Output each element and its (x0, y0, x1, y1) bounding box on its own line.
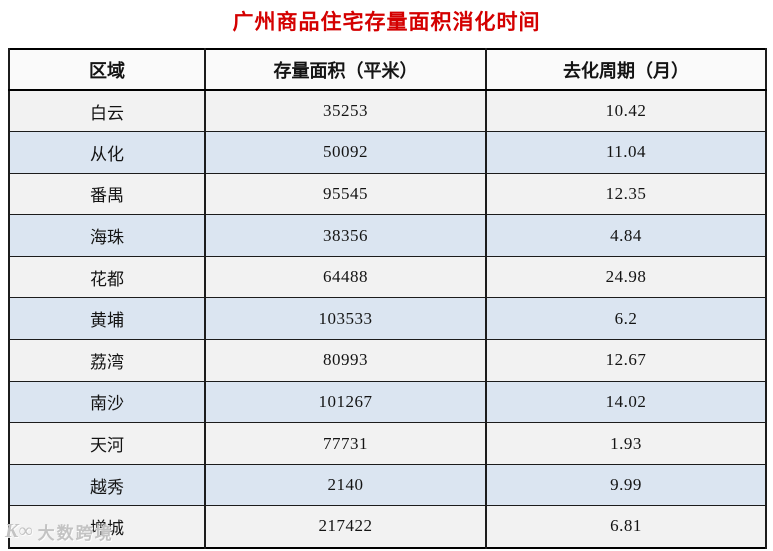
cycle-cell: 1.93 (485, 422, 767, 465)
area-cell: 38356 (204, 214, 487, 257)
table-row: 黄埔 103533 6.2 (8, 297, 767, 341)
region-cell: 从化 (8, 131, 206, 174)
inventory-table: 区域 存量面积（平米） 去化周期（月） 白云 35253 10.42 从化 50… (8, 48, 767, 549)
region-cell: 荔湾 (8, 339, 206, 382)
area-cell: 77731 (204, 422, 487, 465)
area-cell: 101267 (204, 380, 487, 424)
region-cell: 越秀 (8, 463, 206, 507)
header-row: 区域 存量面积（平米） 去化周期（月） (8, 48, 767, 91)
cycle-cell: 24.98 (485, 255, 767, 299)
table-row: 越秀 2140 9.99 (8, 463, 767, 507)
region-cell: 天河 (8, 422, 206, 465)
table-row: 增城 217422 6.81 (8, 505, 767, 549)
cycle-cell: 11.04 (485, 131, 767, 174)
column-header-cycle: 去化周期（月） (485, 48, 767, 91)
table-row: 天河 77731 1.93 (8, 422, 767, 465)
cycle-cell: 12.67 (485, 339, 767, 382)
region-cell: 花都 (8, 255, 206, 299)
table-row: 荔湾 80993 12.67 (8, 339, 767, 382)
cycle-cell: 6.81 (485, 505, 767, 549)
cycle-cell: 12.35 (485, 172, 767, 216)
table-row: 海珠 38356 4.84 (8, 214, 767, 257)
page-title: 广州商品住宅存量面积消化时间 (232, 10, 541, 34)
region-cell: 南沙 (8, 380, 206, 424)
column-header-area: 存量面积（平米） (204, 48, 487, 91)
cycle-cell: 6.2 (485, 297, 767, 341)
area-cell: 95545 (204, 172, 487, 216)
table-row: 从化 50092 11.04 (8, 131, 767, 174)
area-cell: 2140 (204, 463, 487, 507)
table-row: 番禺 95545 12.35 (8, 172, 767, 216)
table-row: 南沙 101267 14.02 (8, 380, 767, 424)
area-cell: 64488 (204, 255, 487, 299)
region-cell: 黄埔 (8, 297, 206, 341)
column-header-region: 区域 (8, 48, 206, 91)
cycle-cell: 10.42 (485, 89, 767, 133)
table-row: 白云 35253 10.42 (8, 89, 767, 133)
cycle-cell: 4.84 (485, 214, 767, 257)
area-cell: 80993 (204, 339, 487, 382)
cycle-cell: 14.02 (485, 380, 767, 424)
region-cell: 增城 (8, 505, 206, 549)
region-cell: 海珠 (8, 214, 206, 257)
table-row: 花都 64488 24.98 (8, 255, 767, 299)
cycle-cell: 9.99 (485, 463, 767, 507)
region-cell: 白云 (8, 89, 206, 133)
area-cell: 217422 (204, 505, 487, 549)
area-cell: 50092 (204, 131, 487, 174)
area-cell: 35253 (204, 89, 487, 133)
region-cell: 番禺 (8, 172, 206, 216)
area-cell: 103533 (204, 297, 487, 341)
